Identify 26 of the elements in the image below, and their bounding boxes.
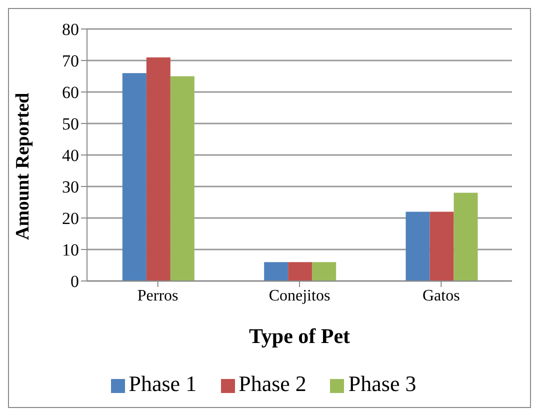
x-tick-label: Gatos [422, 287, 460, 304]
bar [264, 262, 288, 281]
bar [430, 212, 454, 281]
y-tick-label: 20 [62, 209, 79, 228]
bar [312, 262, 336, 281]
bar [122, 73, 146, 281]
bar [146, 57, 170, 281]
legend-label: Phase 2 [238, 371, 306, 396]
y-tick-label: 0 [70, 272, 79, 292]
y-tick-label: 50 [62, 114, 79, 134]
x-axis-title: Type of Pet [248, 324, 350, 348]
y-tick-label: 30 [62, 178, 79, 197]
bar [288, 262, 312, 281]
y-tick-label: 10 [62, 240, 79, 260]
legend-label: Phase 3 [348, 371, 416, 396]
y-tick-label: 60 [62, 83, 79, 102]
bar [170, 76, 194, 281]
x-tick-label: Conejitos [268, 287, 330, 304]
y-tick-label: 70 [62, 52, 79, 71]
bar [406, 212, 430, 281]
y-tick-label: 80 [62, 20, 79, 40]
x-tick-label: Perros [137, 287, 178, 304]
legend-label: Phase 1 [128, 371, 197, 396]
y-tick-label: 40 [62, 146, 79, 166]
y-axis-title: Amount Reported [12, 92, 34, 240]
bar [454, 192, 478, 281]
